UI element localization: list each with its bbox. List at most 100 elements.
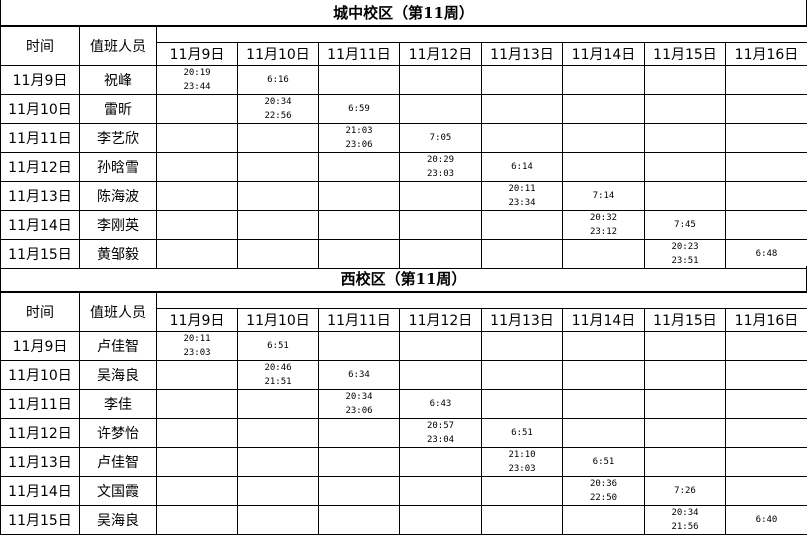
time-entry: 6:43 — [400, 397, 481, 411]
time-cell — [726, 211, 807, 240]
time-entry: 6:59 — [319, 102, 399, 116]
time-cell — [238, 124, 319, 153]
day-column-header: 11月15日 — [645, 309, 726, 332]
day-column-header: 11月9日 — [157, 43, 238, 66]
row-person: 吴海良 — [80, 506, 157, 535]
time-cell — [157, 419, 238, 448]
time-entry: 23:44 — [157, 80, 237, 94]
time-cell — [238, 477, 319, 506]
time-cell — [157, 390, 238, 419]
time-entry: 6:40 — [726, 513, 807, 527]
time-cell — [400, 332, 482, 361]
time-cell — [563, 332, 645, 361]
time-cell — [482, 240, 563, 269]
time-cell — [482, 211, 563, 240]
time-entry: 20:11 — [157, 332, 237, 346]
header-row: 时间值班人员 — [1, 27, 807, 43]
row-date: 11月12日 — [1, 419, 80, 448]
time-entry: 7:05 — [400, 131, 481, 145]
time-cell — [157, 124, 238, 153]
time-entry: 23:03 — [482, 462, 562, 476]
day-column-header: 11月10日 — [238, 309, 319, 332]
time-cell — [157, 240, 238, 269]
time-cell: 6:51 — [482, 419, 563, 448]
time-cell — [400, 361, 482, 390]
time-cell — [645, 95, 726, 124]
time-entry: 20:57 — [400, 419, 481, 433]
time-cell — [400, 448, 482, 477]
time-cell — [563, 390, 645, 419]
time-cell — [563, 506, 645, 535]
time-cell — [157, 506, 238, 535]
time-cell — [482, 95, 563, 124]
header-time: 时间 — [1, 293, 80, 332]
time-cell — [645, 124, 726, 153]
time-cell — [319, 211, 400, 240]
row-date: 11月11日 — [1, 124, 80, 153]
time-cell: 6:34 — [319, 361, 400, 390]
time-cell — [319, 240, 400, 269]
day-column-header: 11月13日 — [482, 309, 563, 332]
row-date: 11月13日 — [1, 182, 80, 211]
time-cell: 6:43 — [400, 390, 482, 419]
time-entry: 23:06 — [319, 138, 399, 152]
time-cell — [238, 390, 319, 419]
time-cell: 6:48 — [726, 240, 807, 269]
row-date: 11月10日 — [1, 95, 80, 124]
row-person: 孙晗雪 — [80, 153, 157, 182]
time-cell — [645, 419, 726, 448]
time-cell — [319, 182, 400, 211]
row-person: 文国霞 — [80, 477, 157, 506]
time-entry: 6:14 — [482, 160, 562, 174]
time-entry: 23:04 — [400, 433, 481, 447]
time-cell — [563, 419, 645, 448]
time-entry: 22:50 — [563, 491, 644, 505]
row-person: 李刚英 — [80, 211, 157, 240]
section-title: 城中校区（第11周） — [0, 0, 807, 26]
time-cell — [482, 66, 563, 95]
time-entry: 20:29 — [400, 153, 481, 167]
time-cell: 6:16 — [238, 66, 319, 95]
time-cell — [563, 95, 645, 124]
time-entry: 23:06 — [319, 404, 399, 418]
time-cell — [238, 153, 319, 182]
time-cell — [645, 390, 726, 419]
row-date: 11月10日 — [1, 361, 80, 390]
day-column-header: 11月11日 — [319, 309, 400, 332]
day-column-header: 11月13日 — [482, 43, 563, 66]
time-cell — [645, 332, 726, 361]
time-cell — [238, 211, 319, 240]
time-entry: 20:34 — [238, 95, 318, 109]
row-date: 11月15日 — [1, 240, 80, 269]
time-cell: 6:40 — [726, 506, 807, 535]
day-column-header: 11月16日 — [726, 309, 807, 332]
row-date: 11月9日 — [1, 66, 80, 95]
time-cell — [319, 448, 400, 477]
time-cell — [726, 477, 807, 506]
row-person: 李佳 — [80, 390, 157, 419]
day-column-header: 11月15日 — [645, 43, 726, 66]
time-cell — [726, 332, 807, 361]
time-cell — [726, 153, 807, 182]
time-cell — [726, 182, 807, 211]
row-person: 卢佳智 — [80, 448, 157, 477]
time-cell — [482, 390, 563, 419]
